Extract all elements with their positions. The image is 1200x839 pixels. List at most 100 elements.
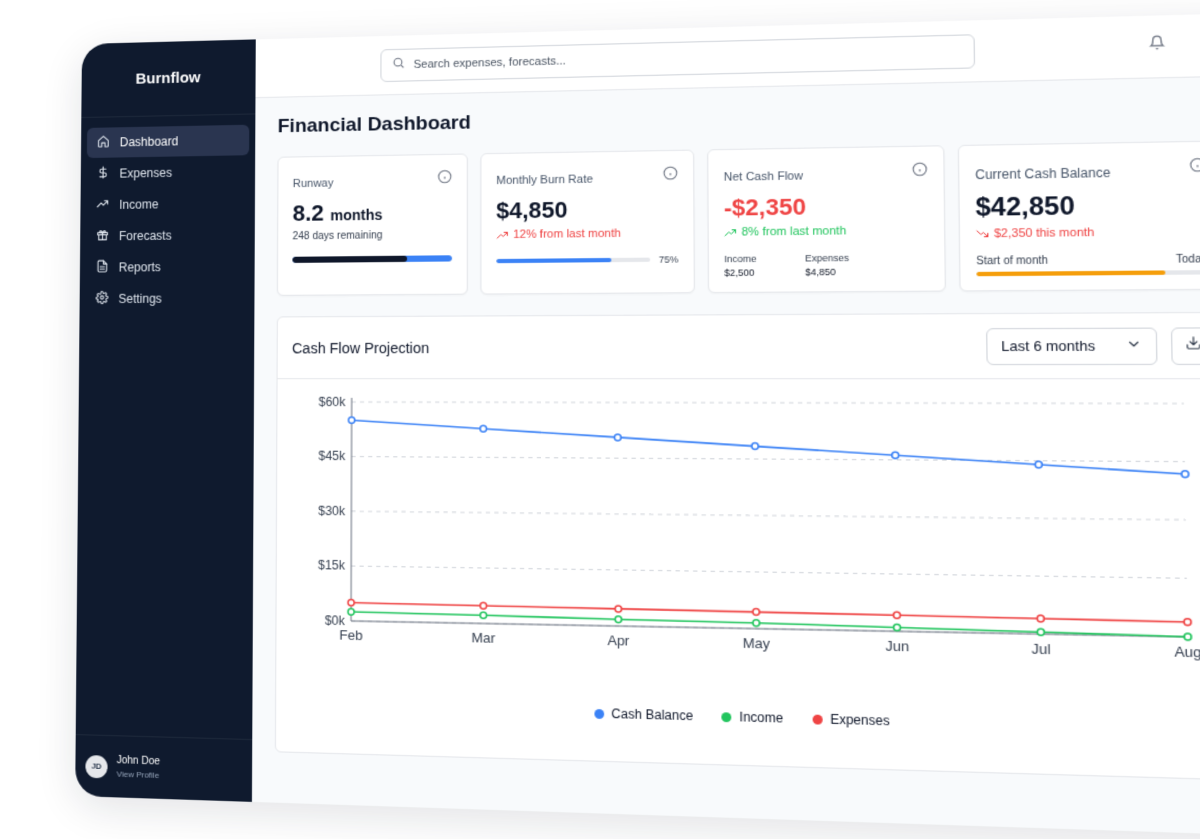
x-tick-label: Apr <box>607 632 630 649</box>
grid-line <box>351 566 1187 578</box>
sidebar-item-expenses[interactable]: Expenses <box>87 156 249 189</box>
net-cash-flow-value: -$2,350 <box>724 192 928 222</box>
search-box[interactable] <box>380 34 975 82</box>
trending-up-icon <box>96 197 109 213</box>
burn-progress <box>496 258 650 264</box>
card-label: Current Cash Balance <box>975 164 1200 183</box>
page-title: Financial Dashboard <box>278 94 1200 138</box>
data-point <box>1037 615 1044 622</box>
search-input[interactable] <box>414 45 963 71</box>
legend-item[interactable]: Cash Balance <box>594 706 693 724</box>
data-point <box>1184 633 1191 640</box>
app-window: Burnflow Dashboard Expenses Income Forec… <box>75 10 1200 839</box>
x-tick-label: Feb <box>339 627 362 643</box>
balance-range: Start of month Today <box>976 254 1200 268</box>
legend-label: Expenses <box>830 712 890 729</box>
burn-trend: 12% from last month <box>496 227 678 242</box>
net-cash-flow-card: Net Cash Flow -$2,350 8% from last month… <box>707 145 946 293</box>
user-profile[interactable]: JD John Doe View Profile <box>75 734 252 802</box>
y-tick-label: $0k <box>325 613 345 628</box>
sidebar-item-label: Reports <box>119 260 161 275</box>
info-icon[interactable] <box>1189 157 1200 173</box>
burn-rate-card: Monthly Burn Rate $4,850 12% from last m… <box>480 150 694 295</box>
data-point <box>1182 471 1189 478</box>
range-select[interactable]: Last 6 months <box>986 327 1157 365</box>
series-line-expenses <box>351 603 1187 622</box>
data-point <box>752 443 759 449</box>
data-point <box>480 612 486 618</box>
x-tick-label: Jul <box>1031 640 1050 657</box>
legend-dot <box>722 712 732 722</box>
legend-label: Income <box>739 709 783 725</box>
home-icon <box>97 135 110 151</box>
topbar-actions <box>1149 33 1200 55</box>
data-point <box>349 417 355 423</box>
x-tick-label: Aug <box>1174 643 1200 660</box>
sidebar: Burnflow Dashboard Expenses Income Forec… <box>75 39 256 802</box>
data-point <box>615 606 622 613</box>
netflow-trend: 8% from last month <box>724 224 928 239</box>
burn-progress-label: 75% <box>659 254 679 265</box>
burn-rate-value: $4,850 <box>496 195 678 225</box>
sidebar-item-label: Income <box>119 197 158 212</box>
data-point <box>348 599 354 605</box>
sidebar-item-label: Forecasts <box>119 228 172 243</box>
cash-balance-card: Current Cash Balance $42,850 $2,350 this… <box>958 140 1200 291</box>
data-point <box>348 609 354 615</box>
info-icon[interactable] <box>663 166 678 181</box>
runway-sub: 248 days remaining <box>292 229 452 242</box>
download-button[interactable] <box>1171 327 1200 365</box>
data-point <box>1035 461 1042 468</box>
balance-progress <box>976 270 1200 276</box>
expenses-value: $4,850 <box>805 266 849 277</box>
chart-title: Cash Flow Projection <box>292 337 986 356</box>
balance-trend: $2,350 this month <box>976 225 1200 241</box>
data-point <box>480 426 486 432</box>
info-icon[interactable] <box>437 169 452 184</box>
sidebar-item-label: Settings <box>118 292 161 306</box>
y-tick-label: $60k <box>319 395 346 410</box>
gear-icon <box>95 291 108 307</box>
bell-icon[interactable] <box>1149 35 1166 56</box>
data-point <box>615 616 622 623</box>
sidebar-item-forecasts[interactable]: Forecasts <box>86 219 249 251</box>
card-label: Net Cash Flow <box>724 168 928 184</box>
download-icon <box>1185 335 1200 356</box>
data-point <box>892 452 899 459</box>
x-tick-label: Mar <box>471 630 496 647</box>
info-icon[interactable] <box>912 162 928 177</box>
y-tick-label: $30k <box>318 503 345 518</box>
card-label: Runway <box>293 175 452 190</box>
sidebar-item-label: Expenses <box>119 166 172 181</box>
view-profile-link[interactable]: View Profile <box>117 769 160 780</box>
grid-line <box>352 402 1184 404</box>
chevron-down-icon <box>1126 336 1143 355</box>
cash-balance-value: $42,850 <box>975 190 1200 223</box>
sidebar-item-income[interactable]: Income <box>86 188 249 221</box>
data-point <box>894 624 901 631</box>
line-chart: $0k$15k$30k$45k$60kFeb Mar Apr May Jun Jul Aug <box>276 379 1200 714</box>
grid-line <box>351 511 1185 520</box>
legend-dot <box>812 714 822 724</box>
y-tick-label: $15k <box>318 558 345 573</box>
summary-cards: Runway 8.2 months 248 days remaining Mon… <box>277 138 1200 296</box>
search-icon <box>392 55 405 74</box>
x-tick-label: May <box>743 635 771 652</box>
start-label: Start of month <box>976 255 1048 268</box>
runway-unit: months <box>330 206 382 223</box>
income-value: $2,500 <box>724 267 756 278</box>
data-point <box>753 620 760 627</box>
series-line-cash-balance <box>351 420 1185 474</box>
data-point <box>1037 629 1044 636</box>
sidebar-item-label: Dashboard <box>120 134 179 149</box>
legend-item[interactable]: Expenses <box>812 711 890 728</box>
runway-card: Runway 8.2 months 248 days remaining <box>277 153 468 295</box>
sidebar-item-dashboard[interactable]: Dashboard <box>87 125 249 158</box>
legend-item[interactable]: Income <box>722 709 784 726</box>
grid-line <box>352 457 1185 462</box>
data-point <box>753 609 760 616</box>
sidebar-item-settings[interactable]: Settings <box>85 283 248 315</box>
data-point <box>480 602 486 608</box>
sidebar-item-reports[interactable]: Reports <box>86 251 249 283</box>
end-label: Today <box>1176 254 1200 266</box>
